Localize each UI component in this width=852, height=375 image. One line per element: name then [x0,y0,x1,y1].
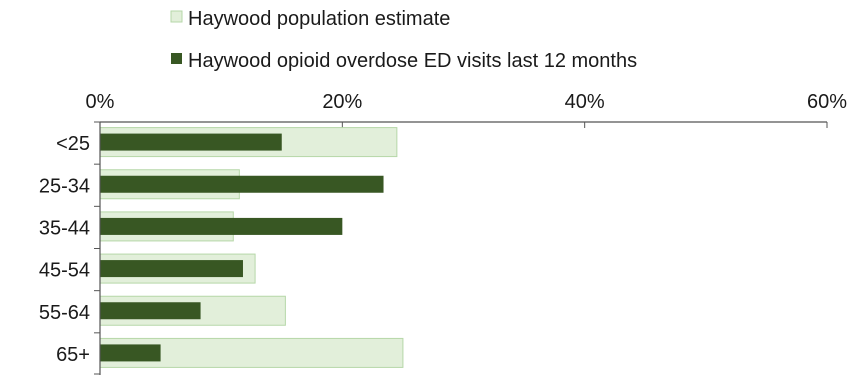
x-axis-ticks: 0% 20% 40% 60% [86,91,847,128]
category-label: 35-44 [39,217,90,239]
legend-label-ed-visits: Haywood opioid overdose ED visits last 1… [188,50,637,72]
category-label: 55-64 [39,302,90,324]
category-label: 25-34 [39,175,90,197]
category-label: <25 [56,133,90,155]
category-label: 65+ [56,344,90,366]
x-tick-label: 0% [86,91,115,113]
bar-ed-visits [100,217,343,235]
bar-ed-visits [100,133,282,151]
legend-swatch-population [170,10,183,23]
legend-swatch-ed-visits [171,53,182,64]
category-label: 45-54 [39,260,90,282]
x-tick-label: 40% [565,91,605,113]
x-tick-label: 20% [322,91,362,113]
bar-ed-visits [100,344,161,362]
bar-ed-visits [100,260,243,278]
legend: Haywood population estimate Haywood opio… [170,8,637,72]
category-labels: <25 25-34 35-44 45-54 55-64 65+ [39,121,100,375]
x-tick-label: 60% [807,91,847,113]
bar-ed-visits [100,175,384,193]
axes [99,121,827,375]
bar-ed-visits [100,302,201,320]
bars [99,127,404,368]
legend-label-population: Haywood population estimate [188,8,450,30]
